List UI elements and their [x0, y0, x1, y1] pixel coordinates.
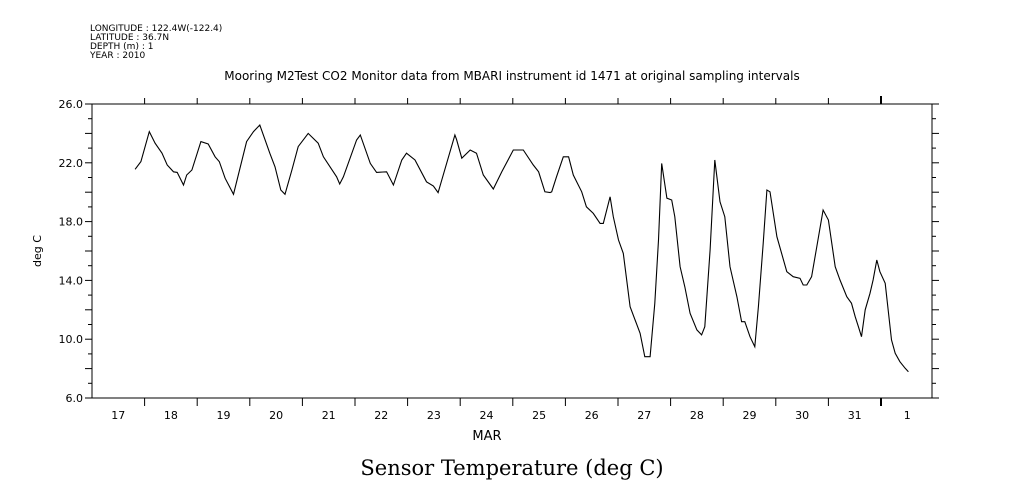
- y-axis-label: deg C: [31, 235, 44, 267]
- x-tick-label: 28: [690, 409, 704, 422]
- x-tick-label: 29: [743, 409, 757, 422]
- x-tick-label: 27: [637, 409, 651, 422]
- chart-caption: Sensor Temperature (deg C): [360, 456, 663, 480]
- x-tick-label: 17: [111, 409, 125, 422]
- series-line-temperature: [134, 123, 909, 373]
- x-tick-label: 31: [848, 409, 862, 422]
- x-tick-label: 18: [164, 409, 178, 422]
- longitude-label: LONGITUDE : 122.4W(-122.4): [90, 24, 222, 34]
- x-tick-label: 26: [585, 409, 599, 422]
- x-tick-label: 25: [532, 409, 546, 422]
- x-axis-label: MAR: [472, 429, 501, 444]
- y-tick-label: 18.0: [59, 216, 84, 229]
- x-tick-label: 23: [427, 409, 441, 422]
- x-tick-label: 19: [217, 409, 231, 422]
- chart-title: Mooring M2Test CO2 Monitor data from MBA…: [224, 69, 799, 83]
- x-tick-label: 30: [795, 409, 809, 422]
- y-tick-label: 10.0: [59, 333, 84, 346]
- x-tick-label: 21: [322, 409, 336, 422]
- latitude-label: LATITUDE : 36.7N: [90, 33, 169, 43]
- y-tick-label: 22.0: [59, 157, 84, 170]
- x-tick-label: 22: [374, 409, 388, 422]
- y-tick-label: 26.0: [59, 98, 84, 111]
- x-tick-label: 1: [904, 409, 911, 422]
- y-tick-label: 6.0: [66, 392, 84, 405]
- depth-label: DEPTH (m) : 1: [90, 42, 153, 52]
- x-tick-label: 20: [269, 409, 283, 422]
- y-tick-label: 14.0: [59, 274, 84, 287]
- year-label: YEAR : 2010: [89, 51, 146, 61]
- plot-frame: [91, 103, 933, 399]
- x-tick-label: 24: [480, 409, 494, 422]
